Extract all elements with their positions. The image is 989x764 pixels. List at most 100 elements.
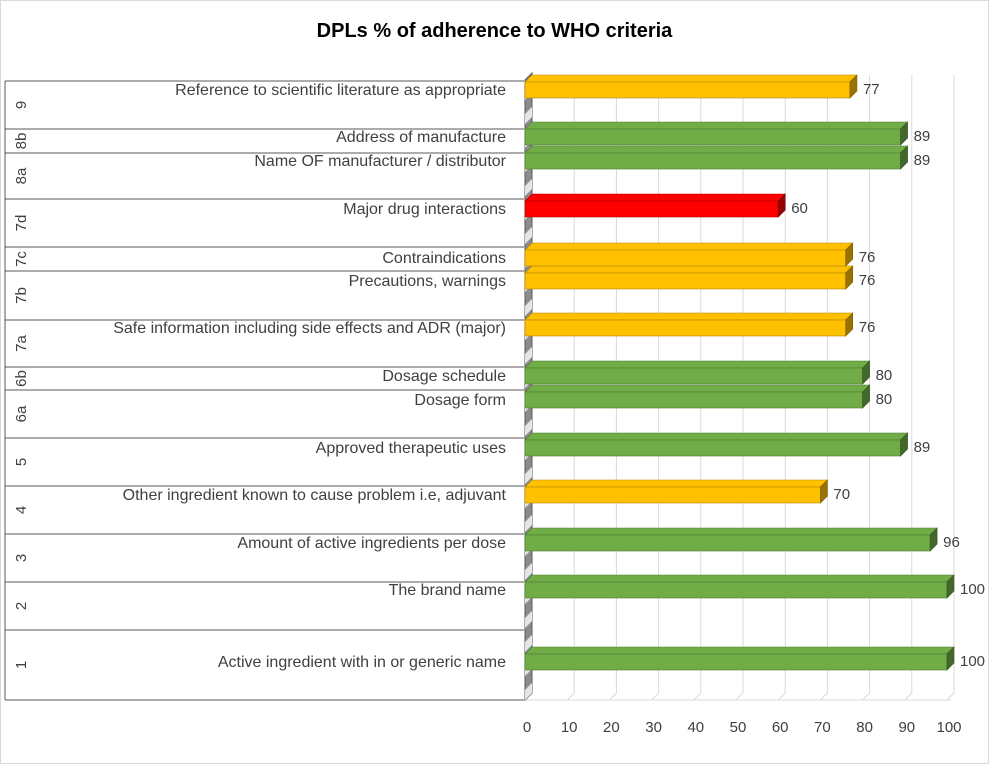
bar-end-face [845, 265, 854, 290]
gridline-floor [651, 692, 659, 701]
bar-end-face [900, 121, 908, 146]
gridline-floor [693, 692, 702, 701]
bar-top-face [524, 384, 871, 393]
bar-end-face [862, 384, 870, 409]
bar [524, 534, 931, 552]
bar [524, 581, 948, 599]
gridline-floor [609, 692, 617, 701]
bar-end-face [900, 145, 908, 170]
data-label: 89 [914, 128, 931, 145]
x-tick-label: 50 [730, 719, 747, 736]
category-label: Dosage schedule [382, 368, 506, 385]
bar-top-face [524, 193, 786, 202]
bar-top-face [524, 265, 854, 274]
category-label: Active ingredient with in or generic nam… [218, 654, 506, 671]
group-id-label: 2 [13, 602, 30, 610]
group-id-label: 8b [13, 133, 30, 150]
bar-end-face [849, 74, 858, 99]
group-id-label: 6a [13, 405, 30, 422]
group-id-label: 7a [13, 335, 30, 352]
bar-end-face [820, 479, 828, 504]
bar-top-face [524, 527, 938, 536]
gridline-floor [566, 692, 575, 701]
gridline-floor [820, 692, 828, 701]
category-label: Address of manufacture [336, 129, 506, 146]
axis-wall-stripe [525, 179, 532, 196]
data-label: 76 [859, 249, 876, 266]
data-label: 100 [960, 581, 985, 598]
group-id-label: 4 [13, 506, 30, 514]
data-label: 89 [914, 439, 931, 456]
category-label: Amount of active ingredients per dose [237, 535, 506, 552]
bar [524, 272, 847, 290]
x-tick-label: 60 [772, 719, 789, 736]
data-label: 100 [960, 653, 985, 670]
category-label: Other ingredient known to cause problem … [123, 487, 507, 504]
data-label: 80 [876, 367, 893, 384]
category-label: Safe information including side effects … [113, 320, 506, 337]
axis-wall-stripe [525, 467, 532, 484]
bar-top-face [524, 74, 858, 83]
category-label: The brand name [389, 582, 507, 599]
axis-wall-stripe [525, 515, 532, 532]
bar [524, 439, 901, 457]
bar-top-face [524, 242, 854, 251]
axis-wall-stripe [525, 611, 532, 628]
axis-wall-stripe [525, 419, 532, 436]
x-tick-label: 30 [645, 719, 662, 736]
data-label: 60 [791, 200, 808, 217]
group-id-label: 6b [13, 370, 30, 387]
group-id-label: 3 [13, 554, 30, 562]
data-label: 96 [943, 534, 960, 551]
data-label: 76 [859, 319, 876, 336]
axis-wall-stripe [525, 227, 532, 244]
bar [524, 249, 847, 267]
axis-wall-stripe [525, 563, 532, 580]
bar-top-face [524, 145, 909, 154]
bar [524, 128, 901, 146]
gridline-floor [735, 692, 744, 701]
bar [524, 391, 863, 409]
x-tick-label: 100 [936, 719, 961, 736]
bar-end-face [845, 242, 854, 267]
bar-top-face [524, 121, 909, 130]
bar-end-face [845, 312, 854, 337]
bar-end-face [900, 432, 908, 457]
group-id-label: 9 [13, 101, 30, 109]
x-tick-label: 10 [561, 719, 578, 736]
bar-end-face [946, 574, 955, 599]
bar-top-face [524, 479, 829, 488]
gridline-floor [862, 692, 870, 701]
data-label: 77 [863, 81, 880, 98]
bar [524, 486, 821, 504]
gridline-floor [904, 692, 913, 701]
bar [524, 152, 901, 170]
bar [524, 319, 847, 337]
bar [524, 81, 851, 99]
category-label: Dosage form [414, 392, 506, 409]
category-label: Approved therapeutic uses [316, 440, 506, 457]
bar-end-face [862, 360, 870, 385]
category-label: Reference to scientific literature as ap… [175, 82, 506, 99]
group-id-label: 1 [13, 661, 30, 669]
bar [524, 200, 779, 218]
group-id-label: 5 [13, 458, 30, 466]
axis-wall-stripe [525, 683, 532, 700]
data-label: 70 [833, 486, 850, 503]
axis-wall-stripe [525, 635, 532, 652]
group-id-label: 8a [13, 167, 30, 184]
axis-wall-stripe [525, 107, 532, 124]
data-label: 80 [876, 391, 893, 408]
bar-top-face [524, 574, 955, 583]
category-label: Precautions, warnings [349, 273, 506, 290]
data-label: 76 [859, 272, 876, 289]
data-label: 89 [914, 152, 931, 169]
x-tick-label: 70 [814, 719, 831, 736]
group-id-label: 7c [13, 251, 30, 267]
bar-top-face [524, 360, 871, 369]
bar-top-face [524, 432, 909, 441]
category-label: Contraindications [382, 250, 506, 267]
gridline-floor [777, 692, 786, 701]
axis-wall-stripe [525, 347, 532, 364]
